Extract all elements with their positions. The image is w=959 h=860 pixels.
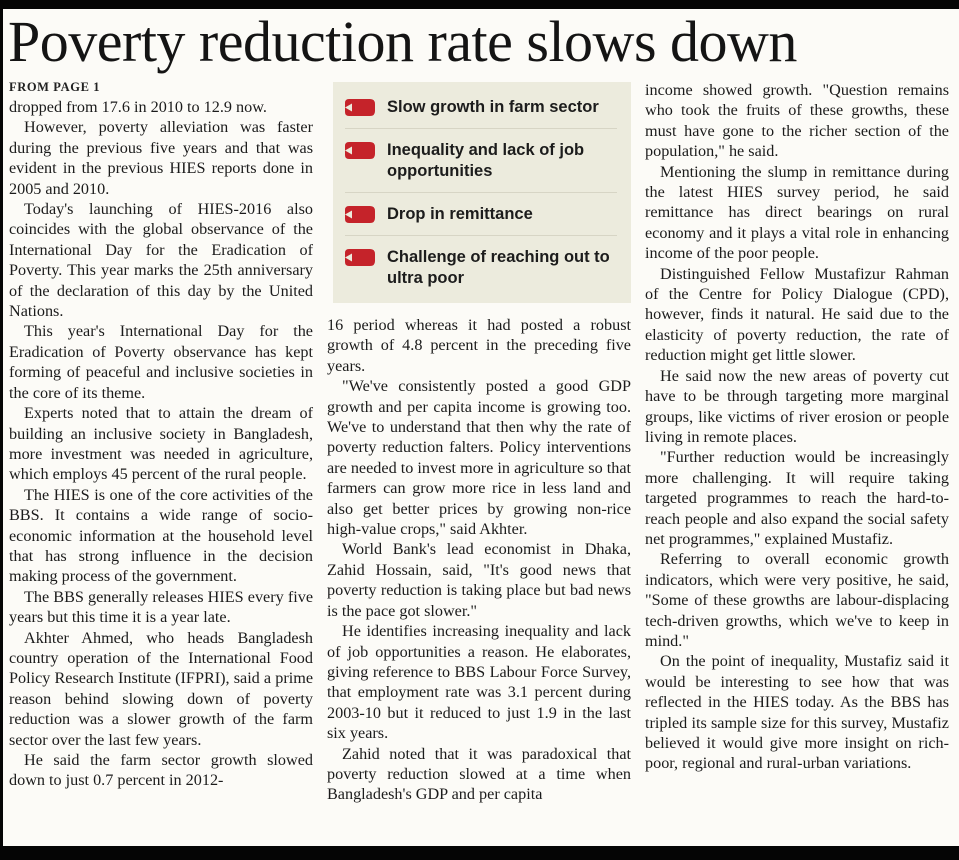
highlight-box: Slow growth in farm sector Inequality an… [333,82,631,303]
highlight-item-label: Challenge of reaching out to ultra poor [387,248,610,287]
paragraph: This year's International Day for the Er… [9,322,313,402]
paragraph: dropped from 17.6 in 2010 to 12.9 now. [9,98,267,116]
ribbon-icon [345,249,375,266]
column-3-text: income showed growth. "Question remains … [645,80,949,774]
highlight-item: Challenge of reaching out to ultra poor [345,236,617,299]
paragraph: "We've consistently posted a good GDP gr… [327,377,631,539]
paragraph: He said the farm sector growth slowed do… [9,751,313,790]
paragraph: However, poverty alleviation was faster … [9,118,313,198]
column-2-text: 16 period whereas it had posted a robust… [327,315,631,805]
highlight-item: Drop in remittance [345,193,617,236]
highlight-item-label: Slow growth in farm sector [387,98,599,116]
kicker-from-page: FROM PAGE 1 [9,80,101,94]
paragraph: 16 period whereas it had posted a robust… [327,316,631,375]
column-1: FROM PAGE 1 dropped from 17.6 in 2010 to… [9,80,313,791]
column-3: income showed growth. "Question remains … [645,80,949,774]
paragraph: He identifies increasing inequality and … [327,622,631,743]
paragraph: He said now the new areas of poverty cut… [645,366,949,446]
column-2: Slow growth in farm sector Inequality an… [327,80,631,805]
headline: Poverty reduction rate slows down [8,9,797,74]
paragraph: Today's launching of HIES-2016 also coin… [9,200,313,321]
highlight-item: Inequality and lack of job opportunities [345,129,617,193]
article-body: FROM PAGE 1 dropped from 17.6 in 2010 to… [3,74,959,805]
highlight-item: Slow growth in farm sector [345,86,617,129]
highlight-item-label: Drop in remittance [387,205,533,223]
paragraph: World Bank's lead economist in Dhaka, Za… [327,540,631,620]
paragraph: Distinguished Fellow Mustafizur Rahman o… [645,264,949,365]
paragraph: Zahid noted that it was paradoxical that… [327,744,631,804]
paragraph: Referring to overall economic growth ind… [645,550,949,650]
paragraph: Akhter Ahmed, who heads Bangladesh count… [9,628,313,749]
paragraph: "Further reduction would be increasingly… [645,448,949,548]
paragraph: The BBS generally releases HIES every fi… [9,587,313,627]
paragraph: The HIES is one of the core activities o… [9,485,313,586]
ribbon-icon [345,142,375,159]
column-1-text: dropped from 17.6 in 2010 to 12.9 now. Ho… [9,97,313,791]
paragraph: income showed growth. "Question remains … [645,81,949,161]
paragraph: Mentioning the slump in remittance durin… [645,162,949,263]
bottom-border-rule [3,846,959,860]
paragraph: Experts noted that to attain the dream o… [9,404,313,484]
highlight-item-label: Inequality and lack of job opportunities [387,141,585,180]
ribbon-icon [345,99,375,116]
paragraph: On the point of inequality, Mustafiz sai… [645,652,949,773]
ribbon-icon [345,206,375,223]
